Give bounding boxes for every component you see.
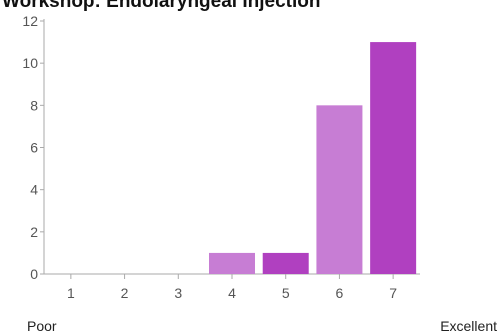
- bar-4: [209, 252, 255, 274]
- y-tick-label: 6: [30, 140, 38, 156]
- x-tick-label: 2: [121, 285, 129, 301]
- x-tick-label: 6: [336, 285, 344, 301]
- bar-7: [370, 42, 417, 275]
- chart-title: Workshop: Endolaryngeal Injection: [2, 0, 321, 12]
- x-axis: 1 2 3 4 5 6 7: [44, 273, 420, 301]
- x-tick-label: 3: [174, 285, 182, 301]
- y-tick-label: 8: [30, 97, 38, 113]
- x-tick-label: 5: [282, 285, 290, 301]
- y-tick-label: 12: [22, 13, 38, 29]
- y-tick-label: 0: [30, 266, 38, 282]
- y-tick-label: 4: [30, 182, 38, 198]
- scale-max-label: Excellent: [440, 318, 497, 334]
- bar-6: [316, 105, 363, 274]
- scale-min-label: Poor: [27, 318, 57, 334]
- y-tick-label: 2: [30, 224, 38, 240]
- x-tick-label: 4: [228, 285, 236, 301]
- y-tick-label: 10: [22, 55, 38, 71]
- x-tick-label: 7: [389, 285, 397, 301]
- y-axis: 0 2 4 6 8 10 12: [22, 13, 45, 282]
- bar-5: [262, 252, 309, 274]
- bars: [209, 42, 417, 275]
- x-tick-label: 1: [67, 285, 75, 301]
